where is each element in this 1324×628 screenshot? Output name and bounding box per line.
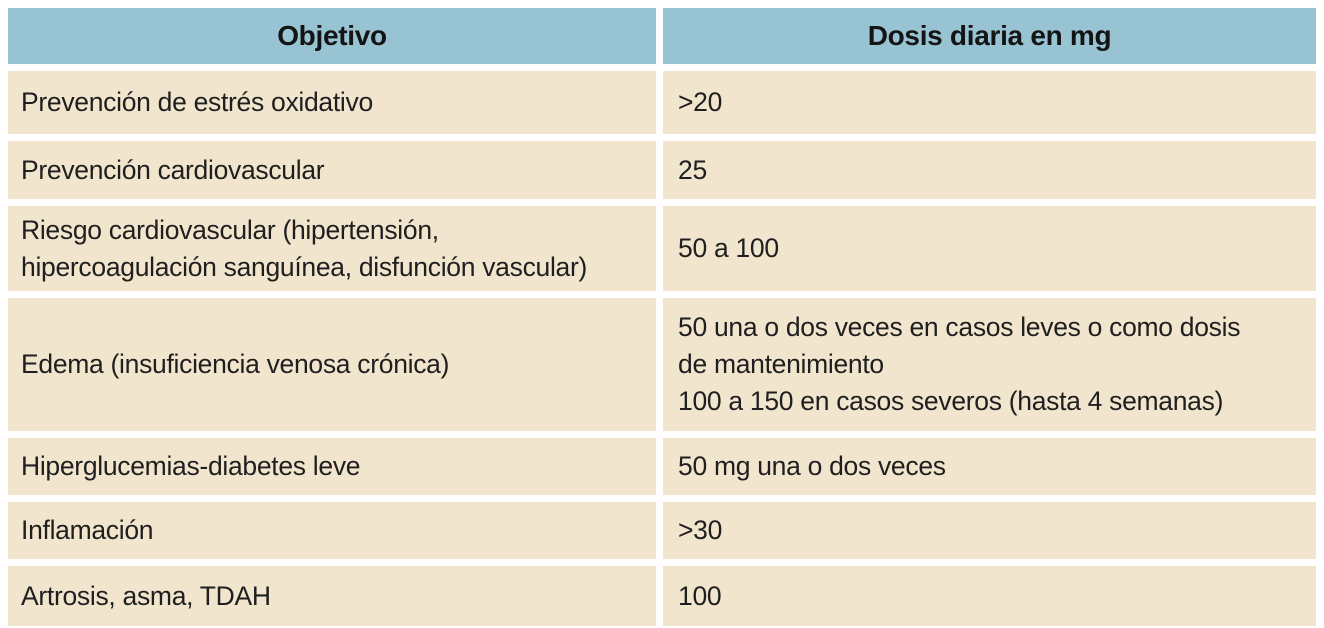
table-cell-dosis-row-1: >20 bbox=[663, 71, 1316, 134]
column-header-dosis: Dosis diaria en mg bbox=[663, 8, 1316, 64]
table-cell-dosis-row-6: >30 bbox=[663, 502, 1316, 559]
table-cell-dosis-row-7: 100 bbox=[663, 566, 1316, 626]
column-header-objetivo-label: Objetivo bbox=[277, 20, 387, 51]
table-cell-objetivo-row-6: Inflamación bbox=[8, 502, 656, 559]
table-cell-objetivo-row-1: Prevención de estrés oxidativo bbox=[8, 71, 656, 134]
table-cell-objetivo-row-2: Prevención cardiovascular bbox=[8, 141, 656, 199]
table-cell-dosis-row-4: 50 una o dos veces en casos leves o como… bbox=[663, 298, 1316, 431]
table-cell-dosis-row-2: 25 bbox=[663, 141, 1316, 199]
column-header-dosis-label: Dosis diaria en mg bbox=[867, 20, 1112, 51]
table-cell-objetivo-row-3: Riesgo cardiovascular (hipertensión, hip… bbox=[8, 206, 656, 291]
table-cell-objetivo-row-4: Edema (insuficiencia venosa crónica) bbox=[8, 298, 656, 431]
column-header-objetivo: Objetivo bbox=[8, 8, 656, 64]
table-cell-dosis-row-5: 50 mg una o dos veces bbox=[663, 438, 1316, 495]
table-cell-objetivo-row-5: Hiperglucemias-diabetes leve bbox=[8, 438, 656, 495]
table-cell-dosis-row-3: 50 a 100 bbox=[663, 206, 1316, 291]
table-cell-objetivo-row-7: Artrosis, asma, TDAH bbox=[8, 566, 656, 626]
